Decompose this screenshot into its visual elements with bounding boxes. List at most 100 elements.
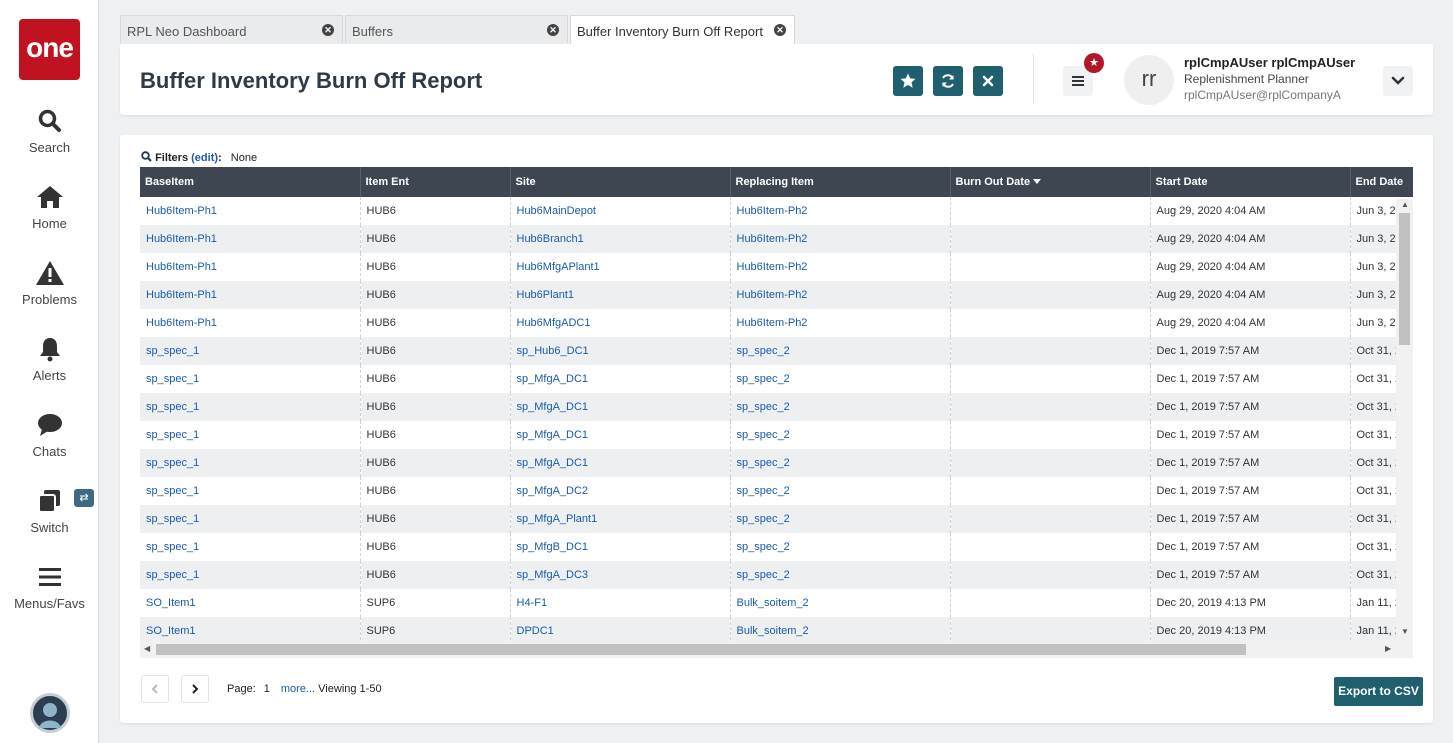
table-cell[interactable]: sp_MfgA_DC1 — [510, 449, 731, 477]
column-header-replacing-item[interactable]: Replacing Item — [730, 167, 951, 197]
nav-problems[interactable]: Problems — [0, 260, 99, 330]
table-row[interactable]: Hub6Item-Ph1 HUB6 Hub6MfgAPlant1 Hub6Item-P… — [140, 253, 1413, 281]
scroll-up-icon[interactable]: ▲ — [1401, 200, 1409, 209]
table-cell[interactable]: Hub6Plant1 — [510, 281, 731, 309]
table-cell[interactable]: sp_spec_1 — [140, 421, 361, 449]
table-cell[interactable]: Hub6Item-Ph2 — [730, 197, 951, 225]
table-row[interactable]: Hub6Item-Ph1 HUB6 Hub6Branch1 Hub6Item-Ph2 A… — [140, 225, 1413, 253]
filters-edit-link[interactable]: (edit) — [191, 152, 219, 164]
column-header-start-date[interactable]: Start Date — [1150, 167, 1351, 197]
close-icon[interactable]: ✕ — [322, 24, 334, 36]
table-row[interactable]: SO_Item1 SUP6 H4-F1 Bulk_soitem_2 Dec 20, 20… — [140, 589, 1413, 617]
export-to-csv-button[interactable]: Export to CSV — [1334, 677, 1423, 706]
table-cell[interactable]: sp_spec_2 — [730, 561, 951, 589]
tab-rpl-neo-dashboard[interactable]: RPL Neo Dashboard ✕ — [120, 15, 343, 43]
refresh-button[interactable] — [933, 66, 963, 96]
close-icon[interactable]: ✕ — [547, 24, 559, 36]
table-row[interactable]: Hub6Item-Ph1 HUB6 Hub6MfgADC1 Hub6Item-Ph2 A… — [140, 309, 1413, 337]
table-cell[interactable]: Hub6MainDepot — [510, 197, 731, 225]
nav-search[interactable]: Search — [0, 108, 99, 178]
table-cell[interactable]: sp_spec_1 — [140, 393, 361, 421]
user-avatar[interactable]: rr — [1124, 55, 1174, 105]
table-cell[interactable]: sp_MfgB_DC1 — [510, 533, 731, 561]
table-row[interactable]: sp_spec_1 HUB6 sp_Hub6_DC1 sp_spec_2 Dec 1, … — [140, 337, 1413, 365]
column-header-end-date[interactable]: End Date — [1350, 167, 1413, 197]
switch-arrows-icon[interactable]: ⇄ — [74, 489, 94, 507]
table-cell[interactable]: sp_spec_1 — [140, 337, 361, 365]
table-cell[interactable]: sp_MfgA_DC3 — [510, 561, 731, 589]
scroll-down-icon[interactable]: ▼ — [1401, 627, 1409, 636]
table-cell[interactable]: Hub6Item-Ph2 — [730, 225, 951, 253]
table-row[interactable]: sp_spec_1 HUB6 sp_MfgA_Plant1 sp_spec_2 Dec … — [140, 505, 1413, 533]
table-cell[interactable]: sp_spec_1 — [140, 365, 361, 393]
table-cell[interactable]: sp_spec_1 — [140, 477, 361, 505]
table-row[interactable]: Hub6Item-Ph1 HUB6 Hub6Plant1 Hub6Item-Ph2 Au… — [140, 281, 1413, 309]
table-cell[interactable]: Bulk_soitem_2 — [730, 589, 951, 617]
table-cell[interactable]: sp_spec_2 — [730, 365, 951, 393]
table-row[interactable]: sp_spec_1 HUB6 sp_MfgB_DC1 sp_spec_2 Dec 1, … — [140, 533, 1413, 561]
favorite-button[interactable] — [893, 66, 923, 96]
table-cell[interactable]: sp_MfgA_Plant1 — [510, 505, 731, 533]
scroll-thumb[interactable] — [1399, 213, 1410, 345]
table-cell[interactable]: Hub6Item-Ph2 — [730, 309, 951, 337]
table-cell[interactable]: Hub6Item-Ph1 — [140, 197, 361, 225]
table-cell[interactable]: Hub6Item-Ph2 — [730, 253, 951, 281]
table-cell[interactable]: sp_MfgA_DC1 — [510, 393, 731, 421]
table-cell[interactable]: Hub6MfgADC1 — [510, 309, 731, 337]
scroll-thumb[interactable] — [156, 644, 1246, 655]
tab-buffers[interactable]: Buffers ✕ — [345, 15, 568, 43]
table-cell[interactable]: sp_spec_2 — [730, 337, 951, 365]
table-cell[interactable]: sp_spec_2 — [730, 393, 951, 421]
table-row[interactable]: Hub6Item-Ph1 HUB6 Hub6MainDepot Hub6Item-Ph… — [140, 197, 1413, 225]
one-logo[interactable]: one — [19, 19, 80, 80]
table-cell[interactable]: sp_spec_1 — [140, 505, 361, 533]
table-row[interactable]: sp_spec_1 HUB6 sp_MfgA_DC3 sp_spec_2 Dec 1, … — [140, 561, 1413, 589]
table-cell[interactable]: Hub6Item-Ph1 — [140, 309, 361, 337]
table-row[interactable]: sp_spec_1 HUB6 sp_MfgA_DC1 sp_spec_2 Dec 1, … — [140, 393, 1413, 421]
table-cell[interactable]: sp_spec_1 — [140, 561, 361, 589]
column-header-site[interactable]: Site — [510, 167, 731, 197]
next-page-button[interactable] — [181, 675, 209, 703]
table-cell[interactable]: SO_Item1 — [140, 589, 361, 617]
table-cell[interactable]: H4-F1 — [510, 589, 731, 617]
table-row[interactable]: sp_spec_1 HUB6 sp_MfgA_DC1 sp_spec_2 Dec 1, … — [140, 365, 1413, 393]
table-cell[interactable]: Hub6Branch1 — [510, 225, 731, 253]
prev-page-button[interactable] — [141, 675, 169, 703]
tab-buffer-inventory-burn-off-report[interactable]: Buffer Inventory Burn Off Report ✕ — [570, 15, 795, 44]
table-cell[interactable]: Hub6MfgAPlant1 — [510, 253, 731, 281]
nav-switch[interactable]: Switch — [0, 488, 99, 558]
table-cell[interactable]: sp_MfgA_DC1 — [510, 421, 731, 449]
assistant-avatar[interactable] — [30, 693, 70, 733]
scroll-right-icon[interactable]: ▶ — [1385, 644, 1392, 653]
column-header-burn-out-date[interactable]: Burn Out Date — [950, 167, 1151, 197]
table-cell[interactable]: sp_spec_1 — [140, 533, 361, 561]
close-report-button[interactable] — [973, 66, 1003, 96]
table-row[interactable]: sp_spec_1 HUB6 sp_MfgA_DC2 sp_spec_2 Dec 1, … — [140, 477, 1413, 505]
user-menu-dropdown[interactable] — [1383, 66, 1413, 96]
table-cell[interactable]: sp_spec_2 — [730, 477, 951, 505]
table-row[interactable]: sp_spec_1 HUB6 sp_MfgA_DC1 sp_spec_2 Dec 1, … — [140, 421, 1413, 449]
nav-menus-favs[interactable]: Menus/Favs — [0, 564, 99, 634]
table-cell[interactable]: sp_spec_2 — [730, 449, 951, 477]
table-row[interactable]: sp_spec_1 HUB6 sp_MfgA_DC1 sp_spec_2 Dec 1, … — [140, 449, 1413, 477]
table-cell[interactable]: sp_spec_2 — [730, 505, 951, 533]
column-header-baseitem[interactable]: BaseItem — [140, 167, 361, 197]
table-cell[interactable]: Bulk_soitem_2 — [730, 617, 951, 645]
more-pages-link[interactable]: more... — [280, 683, 316, 695]
table-cell[interactable]: DPDC1 — [510, 617, 731, 645]
table-cell[interactable]: sp_spec_2 — [730, 421, 951, 449]
column-header-item-ent[interactable]: Item Ent — [360, 167, 511, 197]
table-cell[interactable]: sp_spec_1 — [140, 449, 361, 477]
table-cell[interactable]: sp_MfgA_DC2 — [510, 477, 731, 505]
nav-alerts[interactable]: Alerts — [0, 336, 99, 406]
horizontal-scrollbar[interactable]: ◀ ▶ — [140, 641, 1413, 658]
nav-chats[interactable]: Chats — [0, 412, 99, 482]
table-cell[interactable]: sp_Hub6_DC1 — [510, 337, 731, 365]
table-cell[interactable]: Hub6Item-Ph2 — [730, 281, 951, 309]
vertical-scrollbar[interactable]: ▲ ▼ — [1396, 199, 1413, 641]
table-cell[interactable]: sp_MfgA_DC1 — [510, 365, 731, 393]
close-icon[interactable]: ✕ — [774, 24, 786, 36]
table-cell[interactable]: sp_spec_2 — [730, 533, 951, 561]
scroll-left-icon[interactable]: ◀ — [144, 644, 151, 653]
table-cell[interactable]: SO_Item1 — [140, 617, 361, 645]
